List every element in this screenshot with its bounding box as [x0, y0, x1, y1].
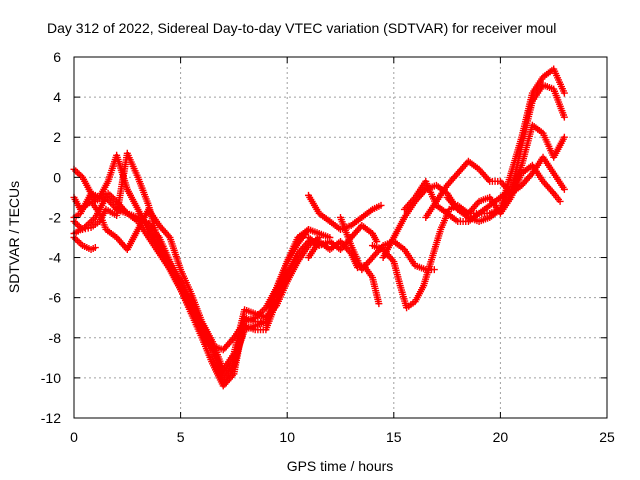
data-point	[556, 197, 564, 205]
y-tick-label: -8	[49, 330, 62, 346]
x-tick-label: 20	[493, 429, 509, 445]
series-track-8	[305, 238, 383, 308]
x-tick-label: 0	[70, 429, 78, 445]
series-track-15	[443, 161, 564, 217]
x-axis-label: GPS time / hours	[287, 458, 394, 474]
x-axis: 0 5 10 15 20 25	[70, 57, 615, 445]
series-track-11	[368, 65, 568, 312]
data-point-interp	[72, 235, 80, 243]
data-point	[430, 266, 438, 274]
series-track-14	[422, 153, 568, 221]
data-point	[560, 185, 568, 193]
x-tick-label: 10	[279, 429, 295, 445]
data-point	[560, 113, 568, 121]
data-point-interp	[72, 167, 80, 175]
series-track-5	[70, 193, 323, 374]
data-point	[305, 225, 313, 233]
data-point-interp	[73, 237, 81, 245]
x-tick-label: 15	[386, 429, 402, 445]
data-point	[377, 201, 385, 209]
data-point	[560, 89, 568, 97]
chart-title: Day 312 of 2022, Sidereal Day-to-day VTE…	[47, 20, 556, 36]
y-axis: -12 -10 -8 -6 -4 -2 0 2 4 6	[41, 49, 607, 426]
data-point-interp	[75, 170, 83, 178]
y-tick-label: 2	[53, 129, 61, 145]
data-point-interp	[73, 169, 81, 177]
plot-frame	[73, 56, 608, 419]
y-tick-label: -2	[49, 209, 62, 225]
y-tick-label: -12	[41, 410, 61, 426]
y-tick-label: -4	[49, 250, 62, 266]
data-point-interp	[75, 238, 83, 246]
series-track-10	[337, 213, 438, 274]
y-tick-label: 0	[53, 169, 61, 185]
x-tick-label: 5	[177, 429, 185, 445]
y-tick-label: -6	[49, 290, 62, 306]
x-tick-label: 25	[599, 429, 615, 445]
data-point	[375, 300, 383, 308]
data-point-interp	[72, 219, 80, 227]
y-tick-label: 4	[53, 89, 61, 105]
data-point	[91, 244, 99, 252]
y-axis-label: SDTVAR / TECUs	[6, 181, 22, 293]
data-point	[560, 133, 568, 141]
y-tick-label: 6	[53, 49, 61, 65]
series-track-6	[70, 234, 99, 254]
y-tick-label: -10	[41, 370, 61, 386]
data-points	[70, 65, 568, 390]
